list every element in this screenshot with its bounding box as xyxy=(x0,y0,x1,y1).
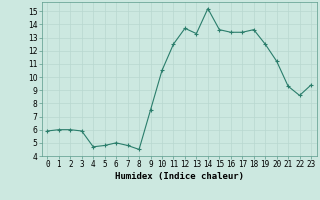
X-axis label: Humidex (Indice chaleur): Humidex (Indice chaleur) xyxy=(115,172,244,181)
